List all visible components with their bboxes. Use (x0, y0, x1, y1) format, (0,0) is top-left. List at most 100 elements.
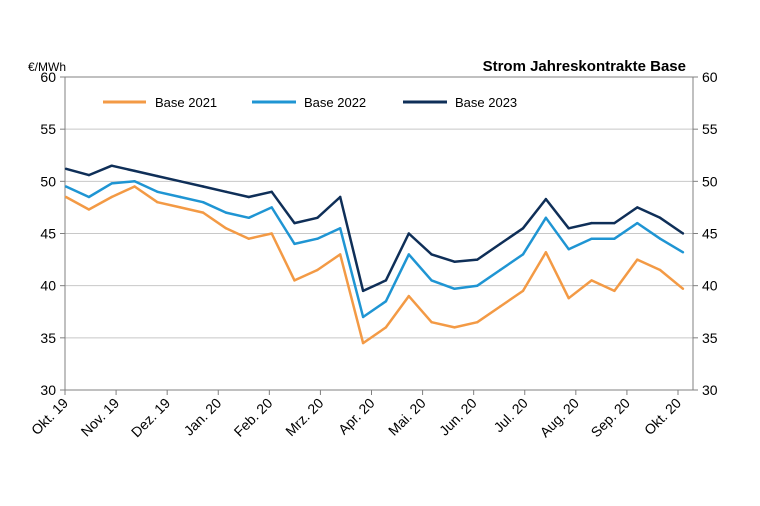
data-point-base-2022 (681, 251, 685, 254)
data-point-base-2023 (658, 216, 662, 219)
data-point-base-2022 (247, 216, 250, 219)
data-point-base-2023 (361, 289, 365, 293)
x-tick-label: Okt. 20 (641, 395, 684, 438)
data-point-base-2022 (590, 237, 593, 240)
data-point-base-2023 (590, 221, 593, 225)
x-tick-label: Okt. 19 (28, 395, 71, 438)
data-point-base-2021 (521, 289, 525, 293)
data-point-base-2023 (64, 167, 68, 170)
x-tick-label: Aug. 20 (537, 395, 583, 441)
data-point-base-2022 (613, 237, 616, 240)
data-point-base-2023 (316, 216, 319, 219)
series-lines (64, 164, 685, 345)
y-tick-label-right: 50 (702, 173, 718, 189)
data-point-base-2022 (316, 237, 319, 240)
data-point-base-2023 (407, 232, 410, 235)
data-point-base-2023 (613, 221, 616, 225)
x-tick-label: Feb. 20 (231, 395, 276, 440)
data-point-base-2021 (179, 206, 182, 209)
y-tick-label-left: 60 (40, 69, 56, 85)
data-point-base-2022 (476, 284, 479, 287)
data-point-base-2023 (110, 164, 113, 167)
data-point-base-2023 (339, 195, 342, 199)
legend-label-base-2021: Base 2021 (155, 95, 217, 110)
data-point-base-2021 (110, 195, 113, 199)
data-point-base-2023 (133, 169, 136, 173)
data-point-base-2022 (179, 195, 182, 199)
data-point-base-2023 (270, 190, 273, 193)
data-point-base-2021 (270, 232, 273, 235)
legend: Base 2021 Base 2022 Base 2023 (103, 95, 517, 110)
data-point-base-2022 (453, 287, 456, 290)
data-point-base-2023 (430, 253, 433, 256)
x-tick-label: Mai. 20 (385, 395, 429, 439)
data-point-base-2021 (384, 326, 388, 329)
data-point-base-2023 (636, 206, 639, 209)
gridlines (65, 128, 693, 339)
data-point-base-2022 (544, 216, 548, 219)
data-point-base-2021 (339, 253, 342, 256)
data-point-base-2022 (499, 268, 502, 272)
series-line-base-2021 (65, 185, 684, 345)
y-tick-label-right: 40 (702, 278, 718, 294)
data-point-base-2021 (590, 279, 593, 282)
y-tick-label-left: 55 (40, 121, 56, 137)
x-tick-label: Dez. 19 (128, 395, 174, 441)
data-point-base-2022 (201, 201, 205, 204)
x-tick-label: Mrz. 20 (282, 395, 326, 439)
x-tick-label: Jun. 20 (436, 395, 480, 439)
data-point-base-2023 (521, 227, 525, 230)
data-point-base-2023 (293, 221, 296, 225)
y-tick-label-right: 55 (702, 121, 718, 137)
y-tick-label-left: 45 (40, 226, 56, 242)
legend-label-base-2022: Base 2022 (304, 95, 366, 110)
data-point-base-2021 (658, 268, 662, 272)
data-point-base-2022 (430, 279, 433, 282)
data-point-base-2021 (636, 258, 639, 261)
data-point-base-2021 (476, 321, 479, 324)
data-point-base-2022 (133, 180, 136, 183)
data-point-base-2021 (361, 341, 365, 345)
data-point-base-2023 (499, 242, 502, 246)
series-line-base-2022 (65, 180, 684, 319)
data-point-base-2021 (201, 211, 205, 214)
data-point-base-2021 (453, 326, 456, 329)
data-point-base-2022 (521, 253, 525, 256)
data-point-base-2021 (224, 227, 228, 230)
x-tick-label: Nov. 19 (78, 395, 123, 440)
data-point-base-2021 (156, 201, 159, 204)
data-point-base-2021 (544, 251, 548, 254)
data-point-base-2023 (681, 232, 685, 235)
data-point-base-2023 (384, 279, 388, 282)
data-point-base-2021 (87, 208, 91, 211)
data-point-base-2022 (658, 237, 662, 240)
data-point-base-2022 (224, 211, 228, 214)
data-point-base-2023 (201, 185, 205, 188)
data-point-base-2022 (384, 300, 388, 303)
data-point-base-2021 (316, 268, 319, 272)
data-point-base-2021 (430, 321, 433, 324)
data-point-base-2021 (133, 185, 136, 188)
data-point-base-2022 (567, 248, 570, 251)
data-point-base-2022 (339, 227, 342, 230)
data-point-base-2022 (270, 206, 273, 209)
data-point-base-2022 (64, 185, 68, 188)
y-tick-label-right: 60 (702, 69, 718, 85)
data-point-base-2021 (499, 305, 502, 308)
data-point-base-2023 (247, 195, 250, 199)
y-axis-unit-label: €/MWh (28, 60, 66, 74)
data-point-base-2022 (293, 242, 296, 246)
data-point-base-2023 (156, 174, 159, 178)
data-point-base-2023 (567, 227, 570, 230)
data-point-base-2023 (476, 258, 479, 261)
data-point-base-2023 (453, 260, 456, 263)
data-point-base-2023 (179, 180, 182, 183)
y-tick-label-left: 35 (40, 330, 56, 346)
data-point-base-2023 (87, 173, 91, 177)
data-point-base-2021 (64, 195, 68, 199)
y-tick-label-right: 45 (702, 226, 718, 242)
x-tick-label: Sep. 20 (588, 395, 634, 441)
data-point-base-2021 (407, 294, 410, 298)
series-line-base-2023 (65, 164, 684, 293)
